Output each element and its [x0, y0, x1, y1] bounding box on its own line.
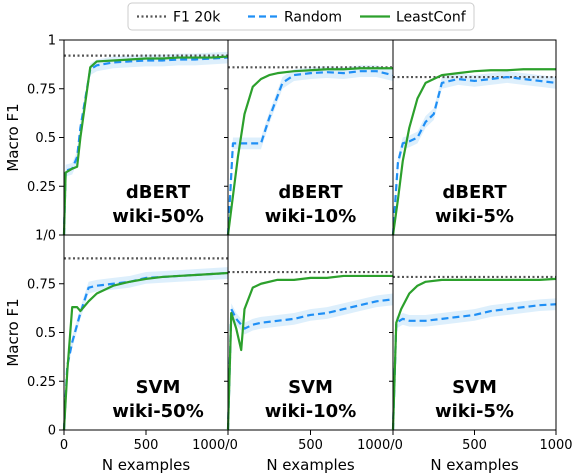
panel-model-label: SVM [136, 377, 181, 398]
panel-dataset-label: wiki-50% [112, 401, 204, 422]
x-tick-label: 1000/0 [357, 438, 403, 453]
y-tick-label: 0.5 [35, 131, 56, 146]
panel-dbert-wiki-50pct: 0.25 0.5 0.75 1 dBERT wiki-50% [27, 34, 229, 236]
panel-model-label: dBERT [126, 182, 191, 203]
legend: F1 20k Random LeastConf [127, 2, 475, 31]
series-leastconf [391, 277, 557, 431]
y-axis-label: Macro F1 [4, 103, 22, 171]
series-leastconf [62, 55, 229, 236]
y-tick-label: 0.25 [27, 375, 56, 390]
series-leastconf [62, 271, 229, 431]
series-random [62, 56, 229, 236]
x-tick-label: 0 [60, 438, 68, 453]
panel-model-label: SVM [288, 377, 333, 398]
y-tick-label: 0.25 [27, 180, 56, 195]
series-random [391, 303, 557, 431]
panel-dataset-label: wiki-10% [265, 206, 357, 227]
x-axis-label: N examples [430, 456, 519, 474]
y-tick-label: 1/0 [35, 229, 56, 244]
panel-dbert-wiki-10pct: dBERT wiki-10% [224, 39, 394, 236]
y-tick-label: 0.75 [27, 82, 56, 97]
axis-labels: Macro F1 Macro F1 N examples N examples N ex… [4, 103, 519, 474]
x-axis-label: N examples [266, 456, 355, 474]
panel-dataset-label: wiki-5% [435, 401, 514, 422]
x-tick-label: 500 [134, 438, 159, 453]
legend-label-f1: F1 20k [173, 10, 221, 26]
x-tick-label: 1000 [539, 438, 572, 453]
panel-dataset-label: wiki-50% [112, 206, 204, 227]
x-tick-label: 500 [298, 438, 323, 453]
panel-model-label: dBERT [442, 182, 507, 203]
y-tick-label: 0.75 [27, 277, 56, 292]
panels: 0.250.50.751dBERTwiki-50%dBERTwiki-10%dB… [27, 34, 573, 454]
random-band [228, 293, 393, 430]
legend-label-random: Random [284, 10, 342, 26]
series-leastconf [391, 68, 556, 236]
legend-label-leastconf: LeastConf [396, 10, 467, 26]
panel-dataset-label: wiki-5% [435, 206, 514, 227]
x-tick-label: 500 [462, 438, 487, 453]
x-tick-label: 1000/0 [192, 438, 238, 453]
y-axis-label: Macro F1 [4, 298, 22, 366]
panel-dbert-wiki-5pct: dBERT wiki-5% [389, 39, 557, 236]
panel-svm-wiki-5pct: 500 1000 SVM wiki-5% [389, 234, 573, 453]
random-band [393, 71, 556, 235]
series-random [391, 75, 557, 236]
y-tick-label: 0.5 [35, 326, 56, 341]
series-random [226, 70, 394, 236]
series-leastconf [226, 67, 393, 236]
series-leastconf [226, 274, 393, 431]
panel-model-label: SVM [452, 377, 497, 398]
x-axis-label: N examples [102, 456, 191, 474]
panel-svm-wiki-50pct: 0 0.25 0.5 0.75 1/0 0 500 1000/0 SVM wiki-50% [27, 229, 238, 454]
legend-box [127, 2, 475, 31]
y-tick-label: 0 [48, 424, 56, 439]
panel-svm-wiki-10pct: 500 1000/0 SVM wiki-10% [224, 234, 403, 453]
y-tick-label: 1 [48, 34, 56, 49]
series-random [226, 298, 394, 431]
panel-dataset-label: wiki-10% [265, 401, 357, 422]
panel-model-label: dBERT [278, 182, 343, 203]
